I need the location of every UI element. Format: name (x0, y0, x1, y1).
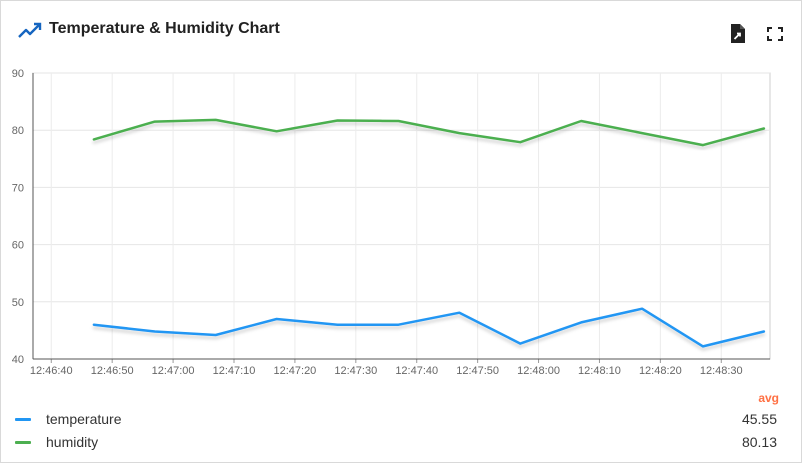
legend-swatch (15, 441, 31, 444)
y-tick-label: 50 (12, 297, 24, 309)
fullscreen-icon (767, 27, 783, 41)
x-tick-label: 12:46:50 (91, 365, 134, 377)
y-tick-label: 40 (12, 354, 24, 366)
export-button[interactable] (728, 23, 748, 45)
legend-avg-header: avg (758, 391, 779, 405)
y-tick-label: 70 (12, 182, 24, 194)
x-tick-label: 12:47:10 (213, 365, 256, 377)
plot-frame (32, 72, 771, 360)
y-tick-label: 80 (12, 125, 24, 137)
line-chart: 40 50 60 70 80 90 12:46:40 12:46:50 12:47:00 12:4… (12, 68, 771, 377)
x-tick-label: 12:47:40 (395, 365, 438, 377)
x-tick-label: 12:46:40 (30, 365, 73, 377)
x-tick-label: 12:47:00 (152, 365, 195, 377)
series-line-temperature (92, 307, 766, 348)
legend-swatch (15, 418, 31, 421)
x-tick-label: 12:48:30 (700, 365, 743, 377)
legend-label: temperature (46, 411, 122, 427)
legend-avg-value: 80.13 (741, 434, 777, 450)
x-tick-label: 12:48:20 (639, 365, 682, 377)
x-tick-label: 12:47:20 (273, 365, 316, 377)
legend-avg-value: 45.55 (741, 411, 777, 427)
x-tick-label: 12:48:00 (517, 365, 560, 377)
fullscreen-button[interactable] (765, 23, 785, 45)
y-tick-label: 90 (12, 68, 24, 80)
x-tick-label: 12:47:30 (334, 365, 377, 377)
widget-header: Temperature & Humidity Chart (1, 1, 801, 61)
x-tick-label: 12:47:50 (456, 365, 499, 377)
widget-title: Temperature & Humidity Chart (49, 20, 280, 37)
legend-label: humidity (46, 434, 99, 450)
legend-row-humidity[interactable]: humidity 80.13 (1, 431, 801, 453)
trending-up-icon (18, 22, 42, 38)
file-export-icon (731, 24, 745, 43)
x-tick-label: 12:48:10 (578, 365, 621, 377)
y-tick-label: 60 (12, 240, 24, 252)
legend-row-temperature[interactable]: temperature 45.55 (1, 408, 801, 430)
series-line-humidity (92, 118, 766, 147)
